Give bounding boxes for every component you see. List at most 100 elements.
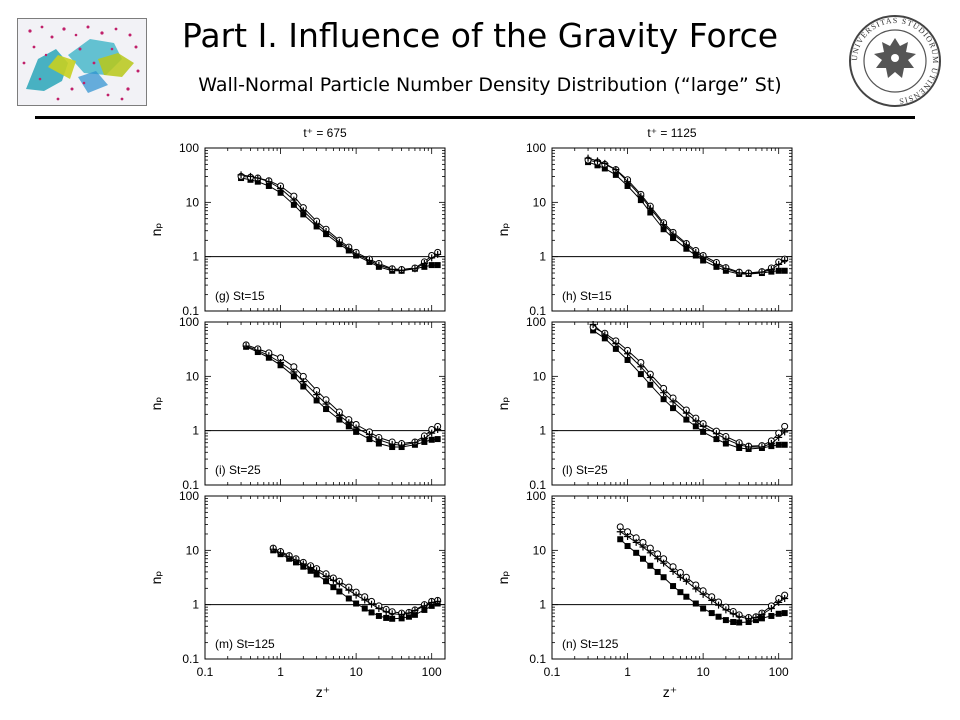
data-point-plus — [265, 352, 273, 360]
data-point-square — [336, 588, 343, 595]
data-point-plus — [246, 172, 254, 180]
data-point-square — [405, 613, 412, 620]
y-axis-label: nₚ — [148, 397, 164, 411]
panel-label: (m) St=125 — [215, 637, 275, 651]
data-point-square — [300, 383, 307, 390]
data-point-plus — [669, 567, 677, 575]
data-point-plus — [767, 266, 775, 274]
data-point-square — [323, 578, 330, 585]
data-point-plus — [345, 245, 353, 253]
header-divider — [35, 116, 915, 119]
data-point-plus — [682, 409, 690, 417]
data-point-square — [660, 574, 667, 581]
panel-label: (n) St=125 — [562, 637, 619, 651]
y-tick-label: 1 — [192, 250, 199, 264]
data-point-plus — [735, 441, 743, 449]
y-tick-label: 1 — [539, 598, 546, 612]
data-point-plus — [692, 248, 700, 256]
data-point-plus — [660, 389, 668, 397]
data-point-square — [313, 571, 320, 578]
data-point-square — [677, 589, 684, 596]
data-point-square — [775, 267, 782, 274]
data-point-square — [692, 423, 699, 430]
data-point-plus — [646, 374, 654, 382]
data-point-square — [713, 436, 720, 443]
data-point-square — [389, 615, 396, 622]
plot-frame — [551, 495, 793, 660]
data-point-plus — [660, 221, 668, 229]
data-point-plus — [375, 261, 383, 269]
data-point-square — [254, 178, 261, 185]
data-point-plus — [398, 441, 406, 449]
data-point-plus — [632, 538, 640, 546]
data-point-plus — [624, 350, 632, 358]
data-point-plus — [624, 178, 632, 186]
y-tick-label: 1 — [192, 424, 199, 438]
data-point-plus — [420, 602, 428, 610]
data-point-plus — [420, 259, 428, 267]
y-tick-label: 1 — [192, 598, 199, 612]
simulation-thumbnail-image — [17, 18, 147, 106]
x-tick-label: 10 — [349, 665, 363, 679]
data-point-plus — [584, 154, 592, 162]
data-point-plus — [277, 184, 285, 192]
data-point-plus — [646, 204, 654, 212]
data-point-square — [290, 373, 297, 380]
data-point-square — [434, 262, 441, 269]
data-point-plus — [299, 378, 307, 386]
plot-frame — [551, 147, 793, 312]
data-point-plus — [242, 342, 250, 350]
data-point-square — [722, 617, 729, 624]
data-point-square — [366, 436, 373, 443]
data-point-plus — [352, 250, 360, 258]
column-title: t⁺ = 675 — [303, 126, 347, 140]
data-point-square — [375, 440, 382, 447]
data-point-plus — [612, 166, 620, 174]
y-tick-label: 0.1 — [182, 652, 199, 666]
y-tick-label: 100 — [179, 489, 199, 503]
data-point-plus — [639, 543, 647, 551]
data-point-square — [612, 345, 619, 352]
data-point-square — [660, 226, 667, 233]
data-point-plus — [368, 600, 376, 608]
page-subtitle: Wall-Normal Particle Number Density Dist… — [198, 74, 782, 96]
data-point-square — [654, 568, 661, 575]
data-point-plus — [345, 419, 353, 427]
y-tick-label: 0.1 — [182, 304, 199, 318]
data-point-plus — [712, 430, 720, 438]
data-point-plus — [398, 266, 406, 274]
data-point-square — [428, 262, 435, 269]
data-point-square — [692, 600, 699, 607]
data-point-square — [428, 436, 435, 443]
data-point-plus — [375, 605, 383, 613]
y-tick-label: 0.1 — [529, 304, 546, 318]
data-point-plus — [335, 412, 343, 420]
data-point-plus — [660, 559, 668, 567]
data-point-plus — [775, 260, 783, 268]
data-point-plus — [411, 607, 419, 615]
data-point-plus — [758, 268, 766, 276]
data-point-square — [775, 610, 782, 617]
y-tick-label: 10 — [533, 195, 547, 209]
data-point-plus — [637, 192, 645, 200]
data-point-square — [265, 182, 272, 189]
data-point-square — [670, 583, 677, 590]
y-tick-label: 1 — [539, 250, 546, 264]
data-point-plus — [699, 253, 707, 261]
y-tick-label: 100 — [179, 315, 199, 329]
data-point-plus — [290, 196, 298, 204]
data-point-plus — [329, 576, 337, 584]
data-point-plus — [722, 265, 730, 273]
data-point-plus — [781, 594, 789, 602]
data-point-square — [624, 182, 631, 189]
data-point-square — [612, 171, 619, 178]
x-tick-label: 100 — [422, 665, 442, 679]
data-point-square — [647, 562, 654, 569]
column-title: t⁺ = 1125 — [647, 126, 696, 140]
data-point-square — [421, 438, 428, 445]
data-point-square — [637, 371, 644, 378]
data-point-plus — [624, 532, 632, 540]
plot-frame — [204, 147, 446, 312]
data-point-square — [775, 441, 782, 448]
y-tick-label: 0.1 — [529, 478, 546, 492]
